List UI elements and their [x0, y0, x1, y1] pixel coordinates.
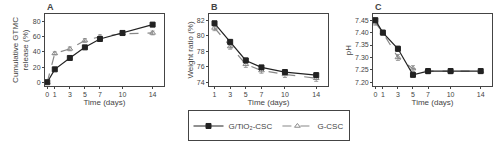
svg-text:Time (days): Time (days) [83, 98, 125, 107]
svg-text:pH: pH [344, 45, 353, 55]
svg-text:80: 80 [33, 18, 41, 25]
svg-text:Weight ratio (%): Weight ratio (%) [186, 21, 195, 79]
svg-text:A: A [47, 2, 54, 12]
svg-text:5: 5 [411, 91, 415, 98]
svg-text:20: 20 [33, 64, 41, 71]
svg-text:0: 0 [45, 91, 49, 98]
svg-text:C: C [375, 2, 382, 12]
svg-text:60: 60 [33, 33, 41, 40]
svg-text:5: 5 [83, 91, 87, 98]
svg-text:3: 3 [68, 91, 72, 98]
svg-text:G/TiO₂-CSC: G/TiO₂-CSC [229, 122, 273, 131]
svg-text:14: 14 [149, 91, 157, 98]
svg-text:14: 14 [477, 91, 485, 98]
svg-text:7.45: 7.45 [355, 17, 369, 24]
svg-text:7: 7 [260, 91, 264, 98]
svg-text:7.40: 7.40 [355, 29, 369, 36]
svg-text:1: 1 [381, 91, 385, 98]
svg-text:3: 3 [228, 91, 232, 98]
svg-text:74: 74 [197, 79, 205, 86]
svg-text:Cumulative GTMCrelease (%): Cumulative GTMCrelease (%) [11, 17, 30, 83]
svg-text:1: 1 [53, 91, 57, 98]
svg-text:B: B [211, 2, 218, 12]
svg-text:3: 3 [396, 91, 400, 98]
svg-text:10: 10 [447, 91, 455, 98]
svg-text:7.30: 7.30 [355, 54, 369, 61]
svg-text:80: 80 [197, 32, 205, 39]
svg-text:0: 0 [373, 91, 377, 98]
svg-text:7.25: 7.25 [355, 66, 369, 73]
svg-text:G-CSC: G-CSC [317, 122, 343, 131]
svg-text:0: 0 [37, 79, 41, 86]
svg-text:1: 1 [213, 91, 217, 98]
svg-text:10: 10 [119, 91, 127, 98]
svg-text:76: 76 [197, 63, 205, 70]
svg-text:78: 78 [197, 48, 205, 55]
svg-text:7: 7 [426, 91, 430, 98]
svg-text:40: 40 [33, 48, 41, 55]
svg-text:10: 10 [281, 91, 289, 98]
svg-text:Time (days): Time (days) [412, 98, 454, 107]
svg-text:14: 14 [312, 91, 320, 98]
svg-text:82: 82 [197, 17, 205, 24]
svg-text:Time (days): Time (days) [248, 98, 290, 107]
svg-text:7.35: 7.35 [355, 41, 369, 48]
svg-text:7: 7 [98, 91, 102, 98]
svg-text:5: 5 [244, 91, 248, 98]
svg-text:7.20: 7.20 [355, 79, 369, 86]
